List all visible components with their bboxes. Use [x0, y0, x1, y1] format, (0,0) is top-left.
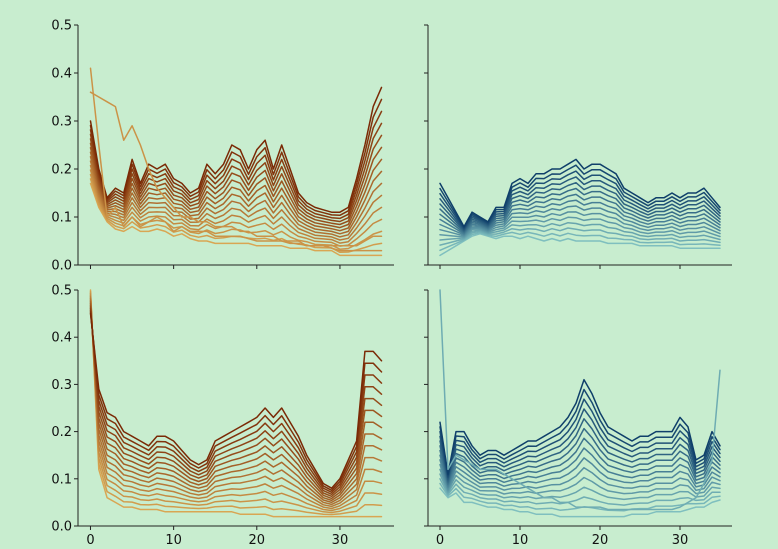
series-line — [89, 160, 383, 241]
chart-panel-1: 0.0 0.1 0.2 0.3 0.4 0.5 — [51, 19, 394, 274]
series-line — [89, 289, 383, 518]
series-line — [439, 231, 721, 252]
series-line — [89, 134, 383, 226]
y-tick-label: 0.1 — [51, 211, 72, 226]
y-tick-label: 0.0 — [51, 259, 72, 274]
series-line — [439, 164, 721, 229]
series-line — [89, 297, 383, 508]
series-line — [439, 437, 721, 485]
series-line — [439, 473, 721, 501]
series-line — [439, 221, 721, 241]
series-line — [439, 468, 721, 495]
y-tick-label: 0.5 — [51, 284, 72, 299]
series-line — [89, 91, 383, 247]
y-tick-label: 0.5 — [51, 19, 72, 34]
series-line — [439, 478, 721, 506]
y-tick-label: 0.2 — [51, 425, 72, 440]
series-line — [89, 306, 383, 498]
series-line — [89, 110, 383, 220]
series-line — [89, 299, 383, 506]
x-tick-label: 10 — [165, 533, 182, 548]
series-line — [439, 408, 721, 480]
x-tick-label: 10 — [512, 533, 529, 548]
series-line — [89, 155, 383, 238]
series-line — [89, 151, 383, 235]
y-tick-label: 0.3 — [51, 378, 72, 393]
x-tick-label: 0 — [86, 533, 94, 548]
series-line — [89, 122, 383, 223]
y-tick-label: 0.2 — [51, 163, 72, 178]
series-line — [439, 457, 721, 489]
series-line — [439, 398, 721, 479]
series-line — [439, 289, 721, 511]
series-line — [439, 418, 721, 482]
series-line — [89, 309, 383, 494]
series-line — [89, 304, 383, 500]
series-line — [89, 98, 383, 217]
series-line — [439, 176, 721, 231]
series-line — [89, 301, 383, 504]
x-tick-label: 20 — [592, 533, 609, 548]
y-tick-label: 0.0 — [51, 520, 72, 535]
series-line — [439, 378, 721, 475]
series-line — [89, 302, 383, 502]
series-line — [439, 205, 721, 236]
y-tick-label: 0.3 — [51, 115, 72, 130]
series-line — [439, 158, 721, 228]
series-line — [439, 233, 721, 257]
y-tick-label: 0.4 — [51, 331, 72, 346]
series-line — [89, 312, 383, 489]
series-line — [439, 487, 721, 518]
series-line — [89, 146, 383, 232]
series-line — [439, 463, 721, 492]
series-line — [439, 211, 721, 237]
series-line — [439, 181, 721, 232]
series-line — [89, 182, 383, 257]
x-tick-label: 0 — [436, 533, 444, 548]
x-tick-label: 20 — [249, 533, 266, 548]
x-tick-label: 30 — [672, 533, 689, 548]
y-tick-label: 0.4 — [51, 67, 72, 82]
series-line — [89, 295, 383, 510]
series-line — [439, 193, 721, 234]
chart-panel-4: 0 10 20 30 — [424, 289, 732, 548]
series-line — [89, 307, 383, 496]
series-line — [89, 142, 383, 229]
x-tick-label: 30 — [332, 533, 349, 548]
series-line — [439, 187, 721, 233]
chart-panel-3: 0.0 0.1 0.2 0.3 0.4 0.5 0 10 20 30 — [51, 284, 394, 548]
series-line — [439, 447, 721, 487]
series-line — [89, 290, 383, 516]
series-line — [89, 86, 383, 213]
chart-panel-2 — [424, 24, 732, 269]
series-line — [439, 199, 721, 235]
series-line — [439, 227, 721, 246]
series-line — [89, 67, 383, 252]
series-line — [439, 427, 721, 484]
series-line — [89, 294, 383, 512]
series-line — [439, 216, 721, 238]
y-tick-label: 0.1 — [51, 472, 72, 487]
series-line — [89, 292, 383, 514]
series-line — [89, 164, 383, 244]
series-line — [439, 170, 721, 230]
series-line — [89, 311, 383, 492]
series-line — [89, 169, 383, 247]
series-line — [439, 388, 721, 477]
